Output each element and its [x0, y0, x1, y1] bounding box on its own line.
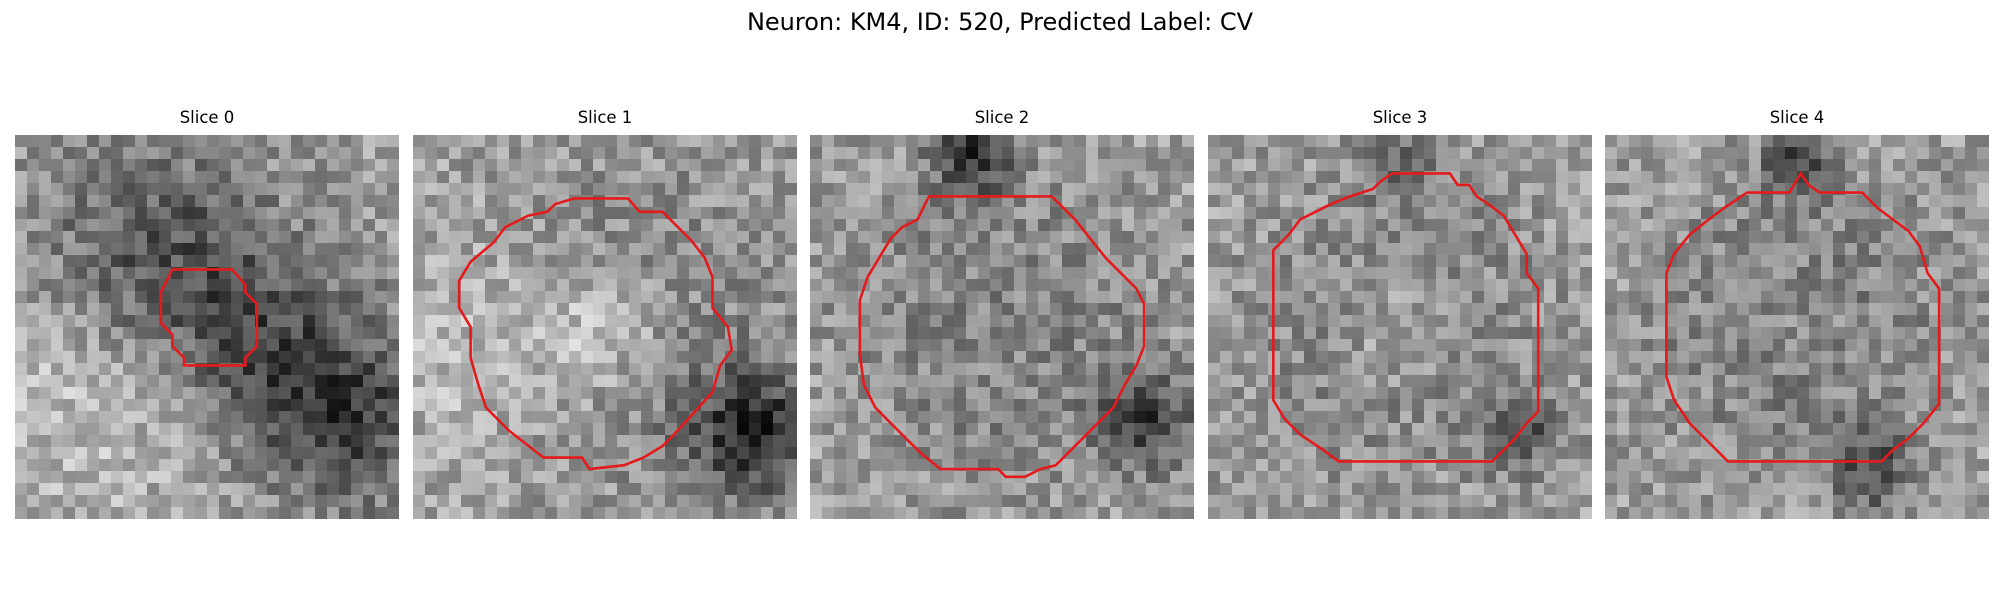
- slice-panel-4: Slice 4: [1605, 108, 1989, 519]
- slice-title: Slice 0: [179, 108, 235, 127]
- slice-title: Slice 3: [1372, 108, 1428, 127]
- slice-title: Slice 1: [577, 108, 633, 127]
- slice-image: [810, 135, 1194, 519]
- slice-panel-1: Slice 1: [413, 108, 797, 519]
- slice-image: [1208, 135, 1592, 519]
- slice-image: [15, 135, 399, 519]
- segmentation-contour: [159, 268, 259, 367]
- segmentation-contour: [858, 195, 1146, 479]
- slice-image: [413, 135, 797, 519]
- slice-panel-3: Slice 3: [1208, 108, 1592, 519]
- segmentation-contour: [457, 197, 734, 471]
- figure-title: Neuron: KM4, ID: 520, Predicted Label: C…: [746, 8, 1254, 36]
- segmentation-contour: [1272, 172, 1540, 463]
- segmentation-contour: [1665, 170, 1941, 463]
- slice-panel-2: Slice 2: [810, 108, 1194, 519]
- slice-image: [1605, 135, 1989, 519]
- slice-title: Slice 2: [974, 108, 1030, 127]
- slice-title: Slice 4: [1769, 108, 1825, 127]
- slice-panel-0: Slice 0: [15, 108, 399, 519]
